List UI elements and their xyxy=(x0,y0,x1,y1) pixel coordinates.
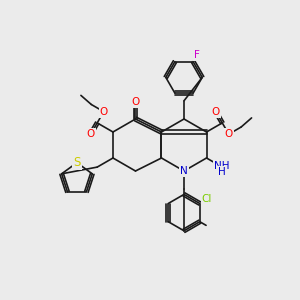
Text: O: O xyxy=(131,97,140,107)
Text: NH: NH xyxy=(214,161,230,171)
Text: F: F xyxy=(194,50,200,60)
Text: S: S xyxy=(73,156,81,169)
Text: O: O xyxy=(87,129,95,139)
Text: O: O xyxy=(100,106,108,117)
Text: Cl: Cl xyxy=(202,194,212,204)
Text: O: O xyxy=(212,106,220,117)
Text: N: N xyxy=(180,166,188,176)
Text: O: O xyxy=(225,129,233,139)
Text: H: H xyxy=(218,167,226,177)
